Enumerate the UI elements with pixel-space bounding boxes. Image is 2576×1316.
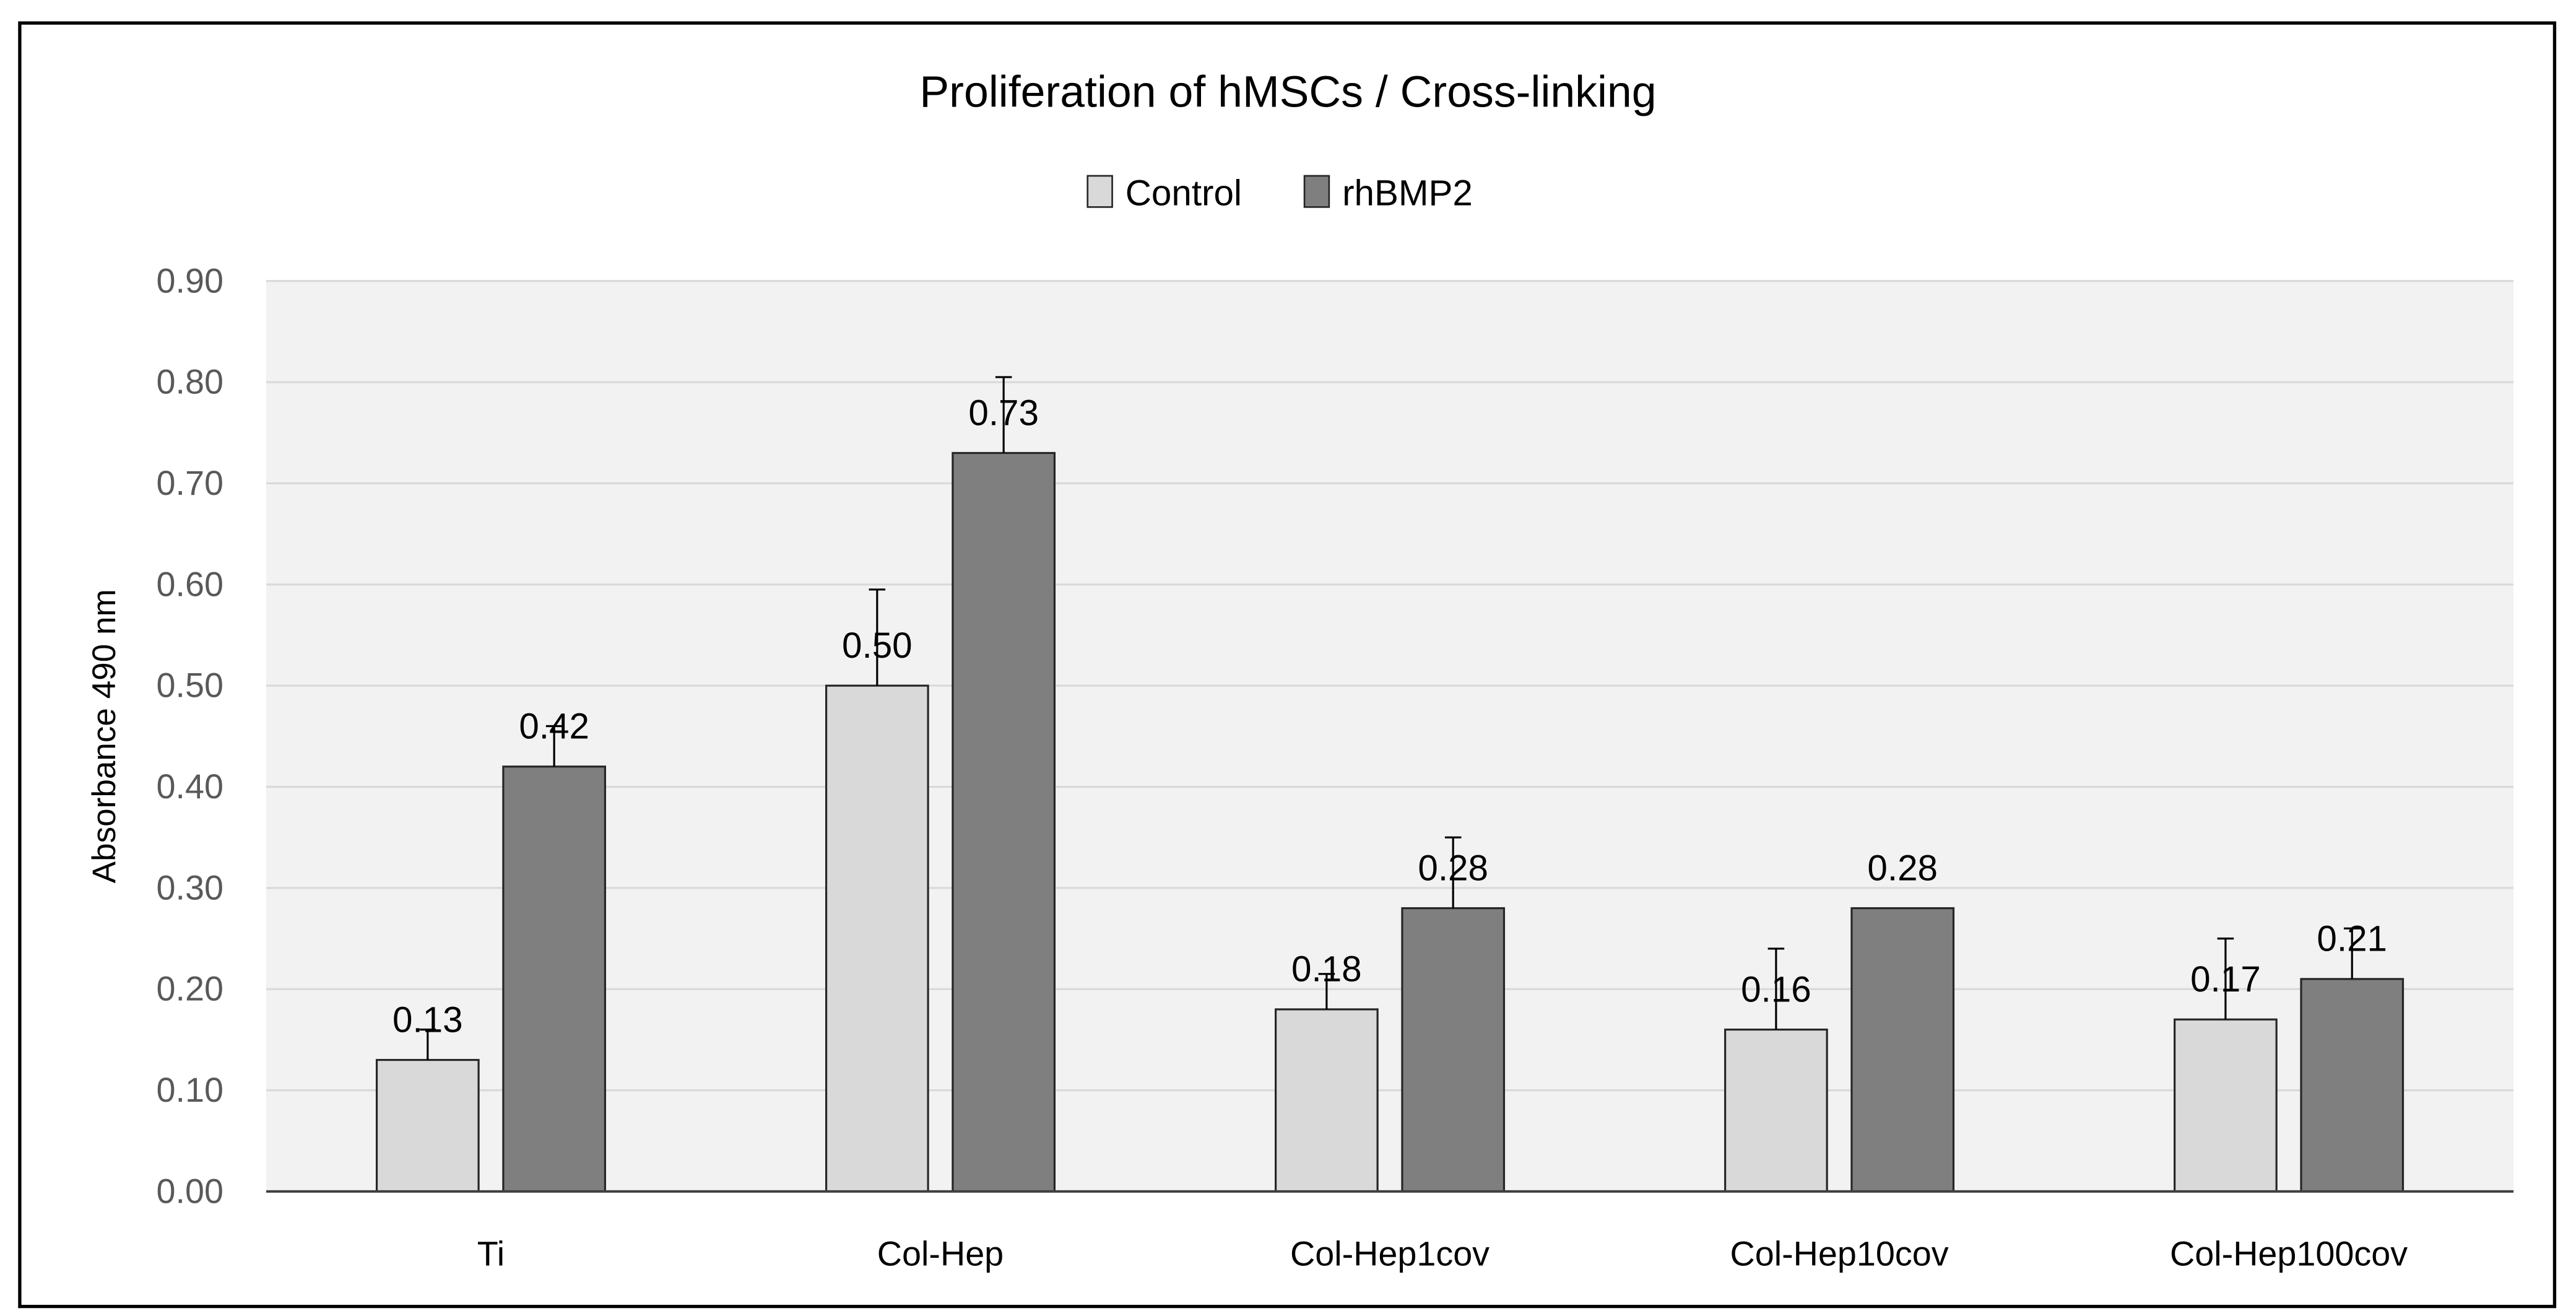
y-tick-label: 0.10 (157, 1071, 223, 1109)
x-tick-label: Col-Hep (877, 1234, 1004, 1273)
data-label: 0.21 (2317, 919, 2387, 959)
bars: 0.13 0.42 0.50 0.73 0.18 0.28 0.16 0.28 0.17 0.21 (375, 376, 2405, 1193)
bar-control (1275, 1008, 1379, 1193)
y-tick-label: 0.90 (157, 261, 223, 300)
x-tick-label: Col-Hep10cov (1730, 1234, 1949, 1273)
chart-title: Proliferation of hMSCs / Cross-linking (919, 67, 1656, 116)
legend-label: rhBMP2 (1342, 173, 1473, 214)
bar-control (375, 1058, 480, 1193)
data-label: 0.16 (1741, 969, 1811, 1009)
bar-rhbmp2 (952, 451, 1056, 1193)
x-tick-label: Col-Hep100cov (2170, 1234, 2408, 1273)
data-label: 0.17 (2190, 959, 2261, 1000)
y-tick-label: 0.70 (157, 464, 223, 502)
bar-rhbmp2 (2300, 978, 2405, 1193)
bar-rhbmp2 (1850, 907, 1955, 1193)
data-label: 0.13 (392, 1000, 463, 1040)
y-axis-ticks: 0.00 0.10 0.20 0.30 0.40 0.50 0.60 0.70 0.80 0.90 (157, 261, 223, 1210)
y-tick-label: 0.60 (157, 565, 223, 603)
y-tick-label: 0.00 (157, 1172, 223, 1210)
data-label: 0.73 (968, 393, 1039, 433)
data-label: 0.50 (842, 625, 913, 666)
x-axis-ticks: Ti Col-Hep Col-Hep1cov Col-Hep10cov Col-Hep1… (477, 1234, 2408, 1273)
y-tick-label: 0.50 (157, 666, 223, 705)
y-tick-label: 0.40 (157, 767, 223, 806)
bar-control (2174, 1018, 2278, 1193)
legend-swatch-control (1086, 175, 1113, 208)
legend: Control rhBMP2 (1086, 173, 1473, 214)
bar-control (1724, 1028, 1828, 1193)
plot-area (266, 281, 2514, 1192)
y-tick-label: 0.20 (157, 970, 223, 1008)
bar-control (825, 684, 929, 1193)
data-label: 0.28 (1418, 848, 1488, 888)
y-tick-label: 0.30 (157, 868, 223, 907)
x-tick-label: Ti (477, 1234, 505, 1273)
data-label: 0.28 (1867, 848, 1938, 888)
legend-swatch-rhbmp2 (1303, 175, 1330, 208)
legend-label: Control (1125, 173, 1242, 214)
y-axis-label: Absorbance 490 nm (86, 589, 123, 883)
data-label: 0.42 (519, 707, 589, 747)
data-label: 0.18 (1291, 949, 1362, 990)
y-tick-label: 0.80 (157, 363, 223, 401)
bar-rhbmp2 (502, 765, 606, 1193)
x-tick-label: Col-Hep1cov (1290, 1234, 1490, 1273)
gridlines (266, 280, 2514, 1092)
bar-rhbmp2 (1401, 907, 1506, 1193)
